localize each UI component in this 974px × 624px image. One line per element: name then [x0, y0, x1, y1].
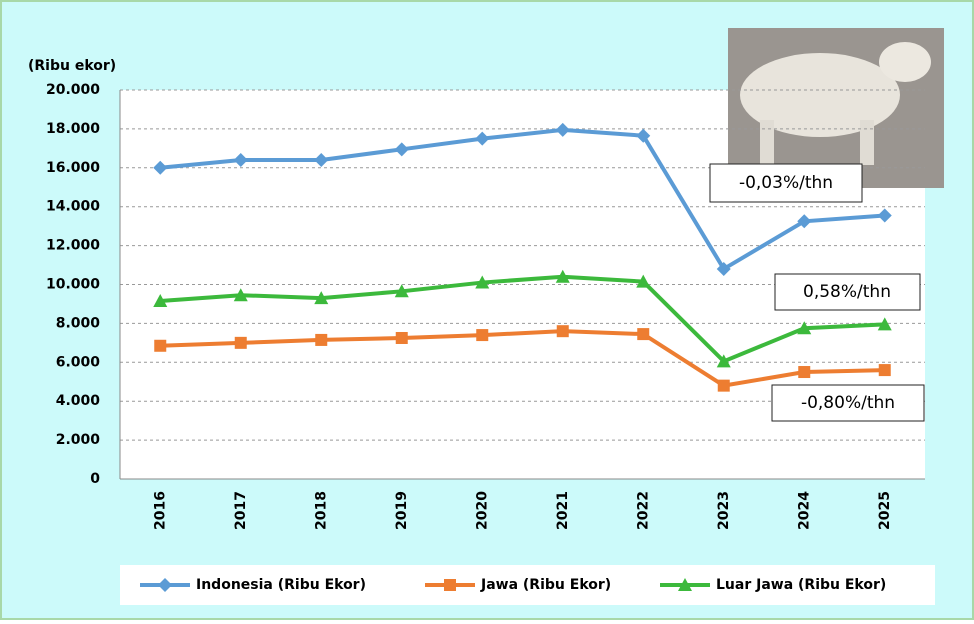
marker [798, 366, 811, 379]
marker [233, 153, 248, 168]
y-tick-label: 10.000 [46, 277, 100, 293]
legend-label: Luar Jawa (Ribu Ekor) [716, 577, 886, 593]
y-tick-label: 8.000 [56, 315, 101, 331]
y-tick-label: 6.000 [56, 354, 101, 370]
x-tick-label: 2025 [877, 491, 893, 530]
marker [153, 294, 168, 308]
annotation-box [709, 163, 863, 203]
marker [394, 142, 409, 157]
marker [636, 128, 651, 143]
x-tick-label: 2021 [555, 491, 571, 530]
cow-body [740, 53, 900, 137]
marker [154, 339, 167, 352]
legend-label: Indonesia (Ribu Ekor) [196, 577, 366, 593]
annotation: -0,03%/thn [739, 173, 833, 193]
marker [636, 274, 651, 288]
marker [637, 328, 650, 341]
marker [314, 153, 329, 168]
marker [153, 160, 168, 175]
marker [716, 354, 731, 368]
cow-leg [760, 120, 774, 165]
annotation-box [771, 384, 925, 422]
marker [476, 329, 489, 342]
annotation-box [774, 273, 921, 311]
marker [797, 321, 812, 335]
series-line [160, 329, 885, 388]
marker [394, 284, 409, 298]
marker [878, 364, 891, 377]
marker [395, 331, 408, 344]
y-tick-label: 14.000 [46, 199, 100, 215]
cow-photo [728, 28, 944, 188]
series-line [160, 274, 885, 364]
cow-head [879, 42, 931, 82]
x-tick-label: 2024 [796, 491, 812, 530]
marker [877, 317, 892, 331]
legend-label: Jawa (Ribu Ekor) [480, 577, 611, 593]
x-tick-label: 2017 [233, 491, 249, 530]
marker [475, 131, 490, 146]
y-tick-label: 2.000 [56, 432, 101, 448]
marker [716, 261, 731, 276]
marker [233, 288, 248, 302]
y-tick-label: 18.000 [46, 121, 100, 137]
marker [678, 578, 692, 591]
annotation: 0,58%/thn [803, 282, 891, 302]
x-tick-label: 2016 [152, 491, 168, 530]
y-tick-label: 20.000 [46, 82, 100, 98]
marker [797, 214, 812, 229]
marker [158, 578, 172, 592]
y-tick-label: 4.000 [56, 393, 101, 409]
x-tick-label: 2018 [313, 491, 329, 530]
x-tick-label: 2019 [394, 491, 410, 530]
x-tick-label: 2022 [635, 491, 651, 530]
marker [717, 379, 730, 392]
marker [556, 325, 569, 338]
y-tick-label: 0 [90, 471, 100, 487]
marker [877, 208, 892, 223]
marker [555, 122, 570, 137]
marker [234, 336, 247, 349]
marker [555, 269, 570, 283]
y-tick-label: 12.000 [46, 238, 100, 254]
marker [475, 275, 490, 289]
marker [315, 333, 328, 346]
annotation: -0,80%/thn [801, 393, 895, 413]
cow-leg [860, 120, 874, 165]
y-axis-label: (Ribu ekor) [28, 58, 116, 74]
series-line [160, 127, 885, 272]
x-tick-label: 2023 [716, 491, 732, 530]
x-tick-label: 2020 [474, 491, 490, 530]
y-tick-label: 16.000 [46, 160, 100, 176]
marker [314, 291, 329, 305]
legend-box [120, 565, 935, 605]
marker [444, 579, 456, 591]
